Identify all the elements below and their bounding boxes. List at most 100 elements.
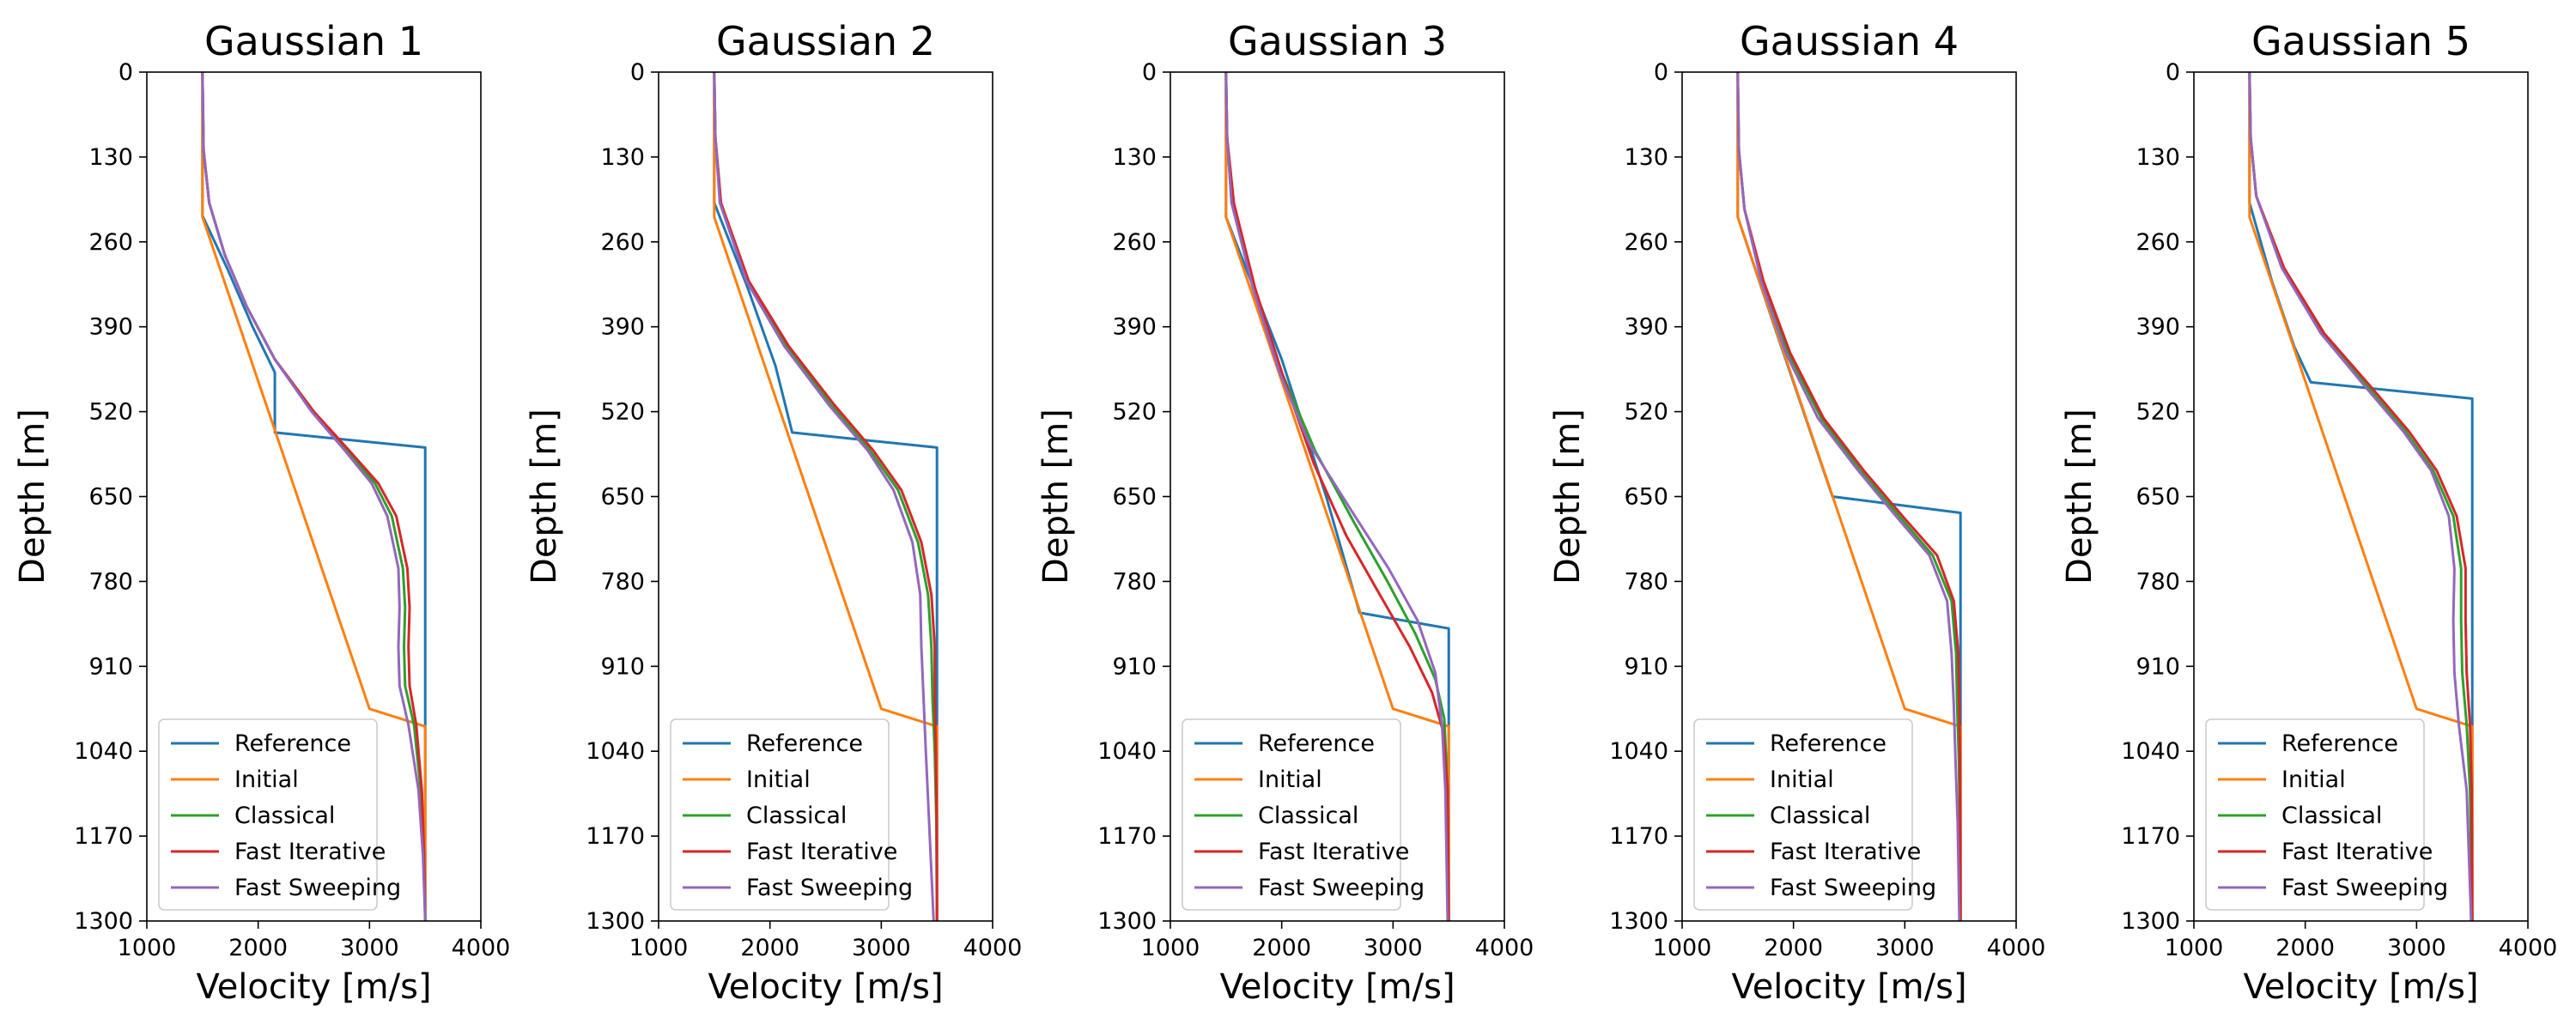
x-axis-label: Velocity [m/s] [708,967,943,1007]
series-lines [1736,72,1962,921]
y-tick-label: 0 [630,59,645,86]
legend-label-classical: Classical [746,803,847,829]
y-tick-label: 780 [1112,568,1157,595]
y-tick-label: 390 [2136,314,2180,341]
x-tick-label: 1000 [1653,935,1712,961]
x-tick-label: 3000 [340,935,399,961]
x-tick-label: 4000 [452,935,511,961]
y-tick-label: 1300 [74,908,133,935]
y-tick-label: 650 [1112,484,1157,511]
series-line-initial [201,72,427,921]
legend-label-reference: Reference [1258,730,1375,757]
chart-title: Gaussian 5 [2251,18,2470,64]
legend [1693,718,1913,911]
y-tick-label: 260 [1624,229,1668,256]
x-tick-label: 3000 [2387,935,2446,961]
y-tick-label: 780 [1624,568,1668,595]
y-tick-label: 0 [2166,59,2180,86]
y-tick-label: 130 [1624,144,1668,171]
y-tick-label: 260 [88,229,133,256]
legend-label-reference: Reference [2281,730,2398,757]
y-tick-label: 780 [600,568,645,595]
legend-label-fast-iterative: Fast Iterative [2281,839,2433,865]
y-axis-label: Depth [m] [2060,409,2099,585]
legend-label-fast-iterative: Fast Iterative [234,839,386,865]
legend-label-initial: Initial [234,766,299,793]
series-line-fast-sweeping [713,72,935,921]
chart-title: Gaussian 1 [204,18,423,64]
x-tick-label: 3000 [1364,935,1423,961]
legend-label-initial: Initial [2281,766,2346,793]
y-tick-label: 0 [1142,59,1157,86]
legend-label-fast-iterative: Fast Iterative [1770,839,1921,865]
y-tick-label: 1170 [1609,823,1668,850]
y-tick-label: 130 [2136,144,2180,171]
legend [158,718,378,911]
legend-label-classical: Classical [2281,803,2382,829]
y-tick-label: 520 [2136,399,2180,426]
x-tick-label: 2000 [2275,935,2335,961]
legend-label-reference: Reference [234,730,351,757]
legend-label-classical: Classical [1770,803,1870,829]
x-axis-label: Velocity [m/s] [196,967,431,1007]
y-tick-label: 0 [118,59,133,86]
y-tick-label: 650 [1624,484,1668,511]
y-tick-label: 1300 [2121,908,2180,935]
y-tick-label: 1170 [586,823,645,850]
y-tick-label: 520 [88,399,133,426]
legend-label-reference: Reference [1770,730,1886,757]
y-tick-label: 0 [1654,59,1668,86]
x-tick-label: 2000 [1252,935,1311,961]
y-tick-label: 910 [1112,653,1157,680]
subplot-4: Gaussian 4 1000 2000 3000 4000 0 130 260 390 520 6… [1548,18,2045,1007]
y-axis-label: Depth [m] [525,409,564,585]
y-tick-label: 1300 [1609,908,1668,935]
legend-label-fast-iterative: Fast Iterative [746,839,897,865]
series-lines [201,72,427,921]
x-axis-label: Velocity [m/s] [1731,967,1966,1007]
x-axis-label: Velocity [m/s] [2243,967,2478,1007]
legend-label-classical: Classical [1258,803,1358,829]
y-tick-label: 1040 [1097,738,1157,765]
series-lines [2248,72,2474,921]
y-tick-label: 520 [1624,399,1668,426]
y-tick-label: 1300 [586,908,645,935]
legend [1182,718,1401,911]
x-tick-label: 4000 [1475,935,1534,961]
y-tick-label: 520 [600,399,645,426]
y-tick-label: 1040 [2121,738,2180,765]
y-tick-label: 130 [1112,144,1157,171]
x-tick-label: 1000 [118,935,177,961]
y-tick-label: 780 [88,568,133,595]
y-tick-label: 520 [1112,399,1157,426]
x-tick-label: 4000 [963,935,1023,961]
series-lines [713,72,939,921]
y-tick-label: 650 [88,484,133,511]
y-tick-label: 130 [600,144,645,171]
y-tick-label: 260 [1112,229,1157,256]
y-axis-label: Depth [m] [1036,409,1076,585]
x-tick-label: 4000 [1987,935,2046,961]
legend-label-initial: Initial [1770,766,1834,793]
series-line-fast-sweeping [1736,72,1961,921]
legend [2205,718,2425,911]
x-tick-label: 1000 [2165,935,2224,961]
y-tick-label: 780 [2136,568,2180,595]
y-tick-label: 910 [1624,653,1668,680]
y-tick-label: 1040 [74,738,133,765]
legend-label-fast-sweeping: Fast Sweeping [2281,875,2448,901]
legend-label-initial: Initial [1258,766,1322,793]
y-tick-label: 390 [1624,314,1668,341]
y-tick-label: 650 [600,484,645,511]
y-tick-label: 130 [88,144,133,171]
y-tick-label: 390 [600,314,645,341]
legend-label-initial: Initial [746,766,811,793]
y-axis-label: Depth [m] [13,409,52,585]
y-tick-label: 910 [2136,653,2180,680]
subplot-3: Gaussian 3 1000 2000 3000 4000 0 130 260 390 520 6… [1036,18,1534,1007]
series-line-fast-sweeping [2248,72,2473,921]
x-tick-label: 4000 [2499,935,2558,961]
y-tick-label: 390 [1112,314,1157,341]
subplot-1: Gaussian 1 1000 2000 3000 4000 0 130 260 390 520 6… [13,18,510,1007]
